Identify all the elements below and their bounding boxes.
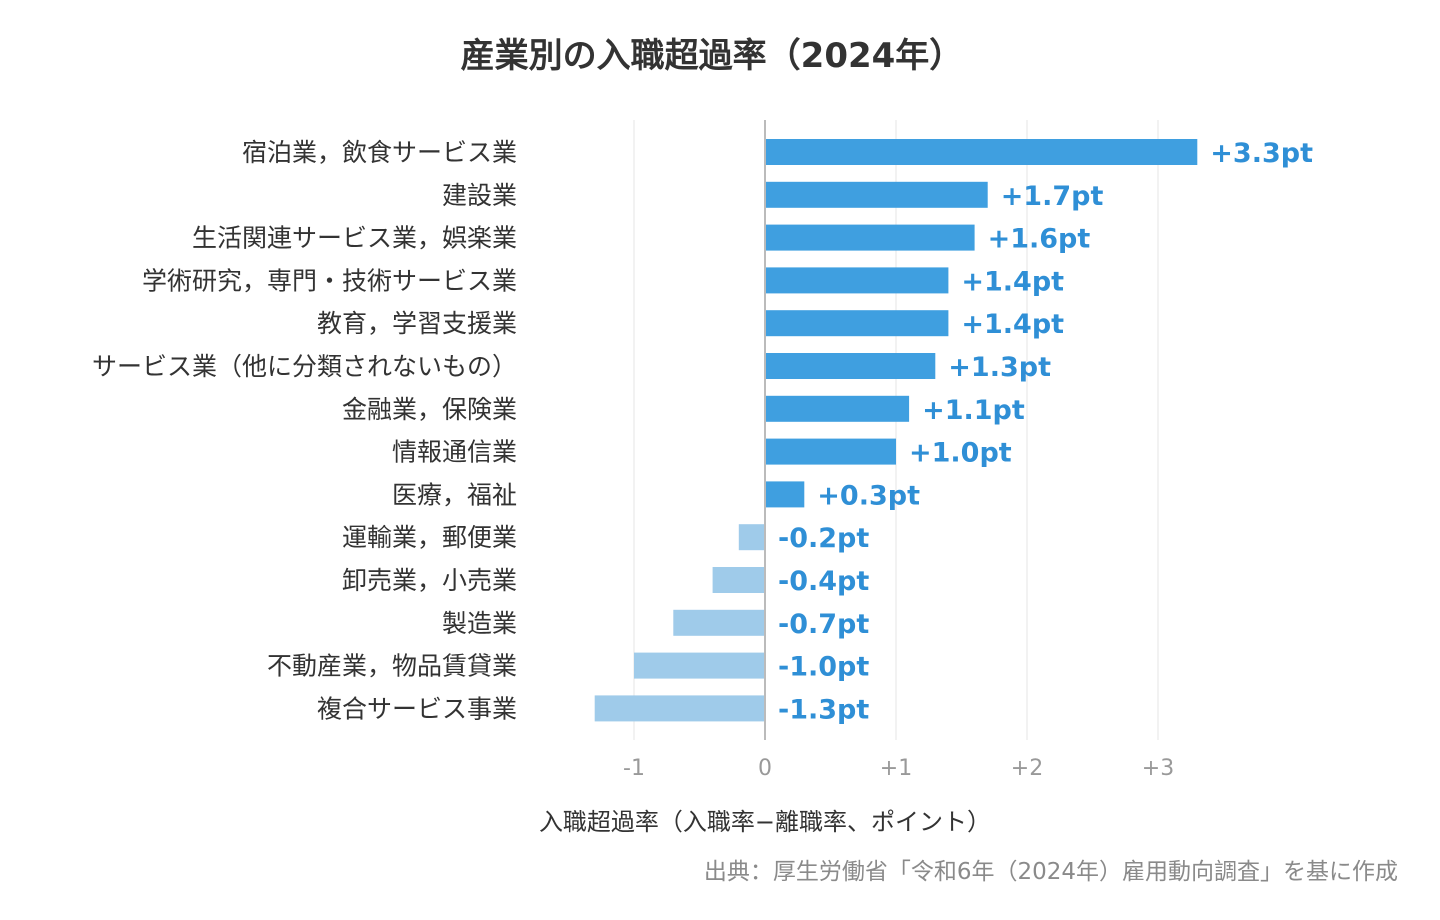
x-tick-label: +1: [880, 756, 912, 781]
category-label: 学術研究，専門・技術サービス業: [142, 266, 517, 295]
x-tick-label: +3: [1142, 756, 1174, 781]
category-label: 教育，学習支援業: [317, 309, 517, 338]
x-tick-labels: -1 0 +1 +2 +3: [623, 756, 1174, 781]
value-label: +1.3pt: [948, 352, 1051, 383]
value-label: +0.3pt: [817, 480, 920, 511]
x-tick-label: -1: [623, 756, 645, 781]
bar: [738, 524, 765, 551]
bar: [765, 181, 988, 208]
category-label: 生活関連サービス業，娯楽業: [192, 224, 517, 253]
bar: [765, 139, 1198, 165]
bar: [765, 395, 910, 422]
bar: [712, 567, 765, 593]
bar: [634, 652, 765, 679]
value-label: -0.7pt: [778, 609, 869, 640]
category-label: サービス業（他に分類されないもの）: [92, 352, 517, 381]
value-label: +1.4pt: [961, 266, 1064, 297]
value-label: +1.4pt: [961, 309, 1064, 340]
x-tick-label: 0: [758, 756, 772, 781]
value-label: +1.7pt: [1001, 181, 1104, 212]
category-label: 複合サービス事業: [317, 694, 517, 723]
value-label: +1.6pt: [988, 224, 1091, 255]
value-label: -1.0pt: [778, 652, 869, 683]
category-label: 建設業: [442, 181, 517, 210]
bar: [765, 310, 949, 337]
bar: [765, 481, 805, 508]
value-label: +3.3pt: [1210, 138, 1313, 169]
bar: [765, 438, 896, 465]
category-label: 運輸業，郵便業: [342, 523, 517, 552]
bars: [594, 139, 1198, 722]
category-labels: 宿泊業，飲食サービス業建設業生活関連サービス業，娯楽業学術研究，専門・技術サービ…: [92, 138, 517, 723]
category-label: 卸売業，小売業: [342, 566, 517, 595]
value-label: +1.0pt: [909, 438, 1012, 469]
value-label: -0.4pt: [778, 566, 869, 597]
bar: [765, 353, 936, 379]
category-label: 情報通信業: [392, 438, 517, 467]
x-axis-title: 入職超過率（入職率−離職率、ポイント）: [538, 808, 992, 836]
category-label: 製造業: [442, 609, 517, 638]
chart-title: 産業別の入職超過率（2024年）: [460, 36, 964, 76]
x-tick-label: +2: [1011, 756, 1043, 781]
value-label: -0.2pt: [778, 523, 869, 554]
value-labels: +3.3pt +1.7pt +1.6pt +1.4pt +1.4pt +1.3pt +1.1…: [778, 138, 1313, 725]
bar: [673, 609, 765, 636]
value-label: -1.3pt: [778, 694, 869, 725]
category-label: 宿泊業，飲食サービス業: [242, 138, 517, 167]
bar: [765, 224, 975, 251]
category-label: 不動産業，物品賃貸業: [267, 652, 517, 681]
bar: [594, 695, 765, 722]
bar: [765, 267, 949, 294]
category-label: 医療，福祉: [392, 480, 517, 509]
value-label: +1.1pt: [922, 395, 1025, 426]
grid-lines: [633, 120, 1159, 740]
category-label: 金融業，保険業: [342, 395, 517, 424]
source-note: 出典：厚生労働省「令和6年（2024年）雇用動向調査」を基に作成: [703, 859, 1398, 885]
